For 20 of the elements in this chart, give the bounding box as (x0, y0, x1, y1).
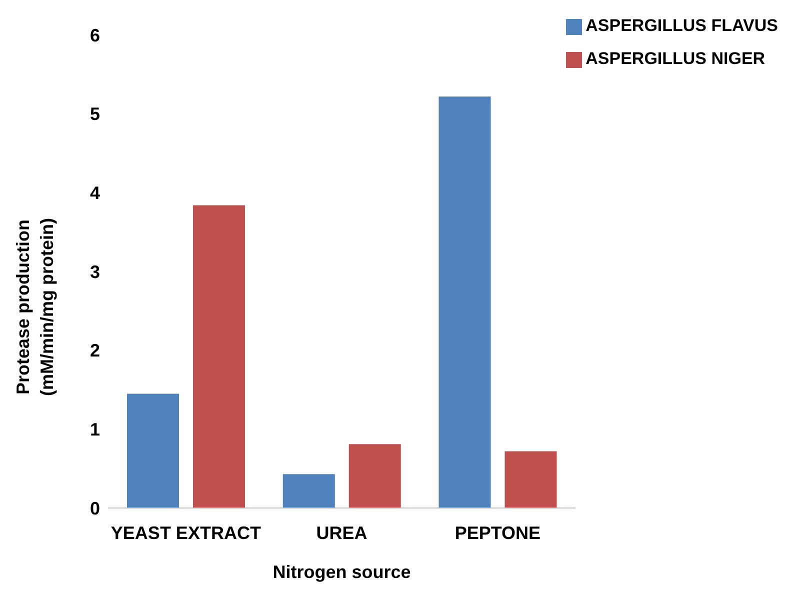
legend-label: ASPERGILLUS NIGER (586, 49, 766, 68)
x-tick-label: UREA (316, 522, 368, 543)
x-axis-title: Nitrogen source (272, 562, 411, 582)
y-tick-label: 2 (90, 340, 100, 361)
y-tick-label: 4 (90, 183, 100, 204)
bar (504, 451, 557, 508)
y-tick-label: 3 (90, 262, 100, 282)
x-tick-label: YEAST EXTRACT (110, 522, 261, 543)
legend-label: ASPERGILLUS FLAVUS (586, 16, 778, 35)
x-tick-label: PEPTONE (454, 522, 541, 543)
bar (193, 205, 245, 508)
y-tick-label: 6 (90, 25, 100, 46)
y-axis-title: Protease production (mM/min/mg protein) (12, 217, 58, 398)
bar (438, 96, 491, 508)
bar (348, 444, 401, 508)
bar (127, 394, 179, 508)
y-tick-label: 5 (90, 104, 100, 124)
bar (282, 474, 335, 508)
y-tick-label: 1 (90, 420, 100, 440)
y-tick-label: 0 (90, 498, 100, 518)
